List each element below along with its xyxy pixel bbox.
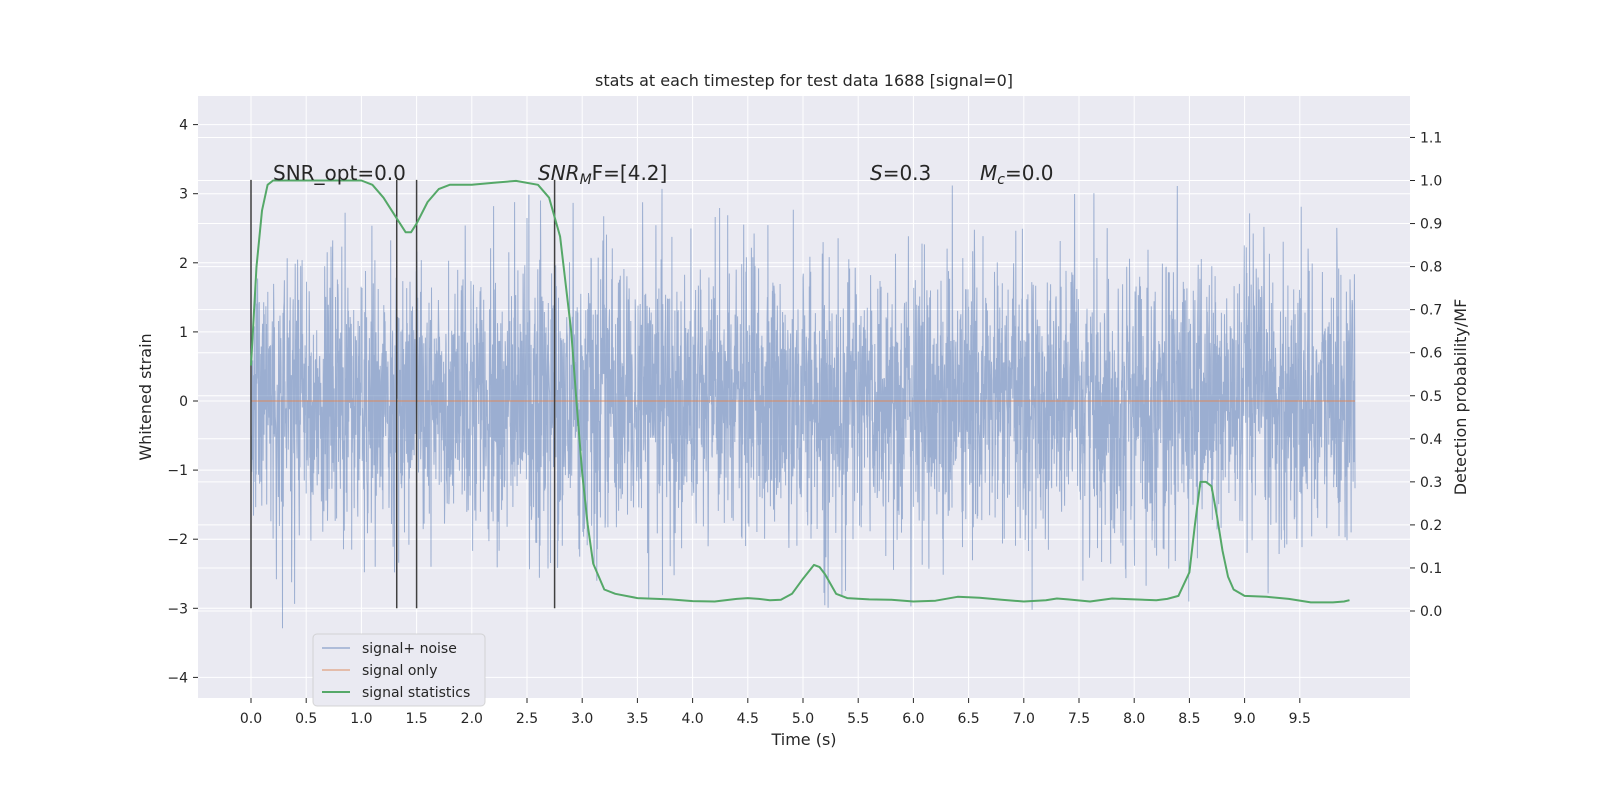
x-tick-label: 1.0	[350, 711, 372, 727]
y-tick-label: −1	[167, 463, 188, 479]
right-tick-label: 0.2	[1420, 518, 1442, 534]
legend-label-statistics: signal statistics	[362, 685, 470, 701]
signal-statistics-line	[250, 179, 1350, 604]
x-tick-label: 0.0	[240, 711, 262, 727]
snr-mf-value: F=[4.2]	[592, 161, 668, 185]
y-tick-label: 1	[179, 325, 188, 341]
x-tick-label: 7.0	[1013, 711, 1035, 727]
legend: signal+ noise signal only signal statist…	[312, 633, 486, 707]
y-tick-label: −2	[167, 532, 188, 548]
snr-mf-symbol: SNR	[538, 161, 580, 185]
x-tick-label: 2.0	[461, 711, 483, 727]
x-tick-label: 6.5	[957, 711, 979, 727]
snr-mf-subscript: M	[580, 172, 592, 188]
x-tick-label: 5.5	[847, 711, 869, 727]
right-tick-label: 1.1	[1420, 130, 1442, 146]
y-tick-label: 2	[179, 256, 188, 272]
annotation-mc: Mc=0.0	[980, 161, 1054, 188]
x-tick-label: 5.0	[792, 711, 814, 727]
right-tick-label: 0.9	[1420, 217, 1442, 233]
x-tick-label: 6.0	[902, 711, 924, 727]
x-tick-label: 3.5	[626, 711, 648, 727]
marker-lines	[250, 179, 556, 609]
right-tick-label: 0.4	[1420, 432, 1442, 448]
x-tick-label: 7.5	[1068, 711, 1090, 727]
annotation-s: S=0.3	[870, 161, 931, 185]
x-tick-label: 9.0	[1233, 711, 1255, 727]
s-symbol: S	[870, 161, 883, 185]
x-tick-label: 4.5	[737, 711, 759, 727]
right-axis-label: Detection probability/MF	[1451, 299, 1470, 496]
signal-statistics-trace	[250, 179, 1350, 604]
signal-noise-trace	[250, 185, 1356, 629]
annotation-snr-mf: SNRMF=[4.2]	[538, 161, 667, 188]
y-tick-label: 4	[179, 118, 188, 134]
right-tick-label: 0.7	[1420, 303, 1442, 319]
x-tick-label: 4.0	[681, 711, 703, 727]
y-tick-label: 0	[179, 394, 188, 410]
mc-value: =0.0	[1005, 161, 1054, 185]
mc-subscript: c	[997, 172, 1005, 188]
x-tick-label: 2.5	[516, 711, 538, 727]
x-tick-label: 9.5	[1289, 711, 1311, 727]
chart-title: stats at each timestep for test data 168…	[595, 71, 1013, 90]
legend-label-noise: signal+ noise	[362, 641, 457, 657]
x-tick-label: 1.5	[405, 711, 427, 727]
legend-label-signal-only: signal only	[362, 663, 437, 679]
y-tick-label: 3	[179, 187, 188, 203]
y-axis-label: Whitened strain	[136, 333, 155, 460]
s-value: =0.3	[883, 161, 932, 185]
x-tick-label: 8.5	[1178, 711, 1200, 727]
right-tick-label: 0.5	[1420, 389, 1442, 405]
x-axis-ticks: 0.0 0.5 1.0 1.5 2.0 2.5 3.0 3.5 4.0 4.5 5.0 5.5 6.0 6…	[240, 698, 1311, 727]
signal-noise-line	[250, 185, 1356, 629]
y-tick-label: −4	[167, 670, 188, 686]
right-tick-label: 0.8	[1420, 260, 1442, 276]
legend-box	[312, 633, 486, 707]
right-tick-label: 0.3	[1420, 475, 1442, 491]
y-axis-ticks: 4 3 2 1 0 −1 −2 −3 −4	[167, 118, 198, 686]
x-tick-label: 0.5	[295, 711, 317, 727]
right-tick-label: 0.0	[1420, 604, 1442, 620]
right-tick-label: 1.0	[1420, 174, 1442, 190]
y-tick-label: −3	[167, 601, 188, 617]
x-axis-label: Time (s)	[770, 730, 836, 749]
right-tick-label: 0.6	[1420, 346, 1442, 362]
annotation-snr-opt: SNR_opt=0.0	[273, 161, 406, 185]
x-tick-label: 3.0	[571, 711, 593, 727]
mc-symbol: M	[980, 161, 997, 185]
right-tick-label: 0.1	[1420, 561, 1442, 577]
right-axis-ticks: 1.1 1.0 0.9 0.8 0.7 0.6 0.5 0.4 0.3 0.2 0.1 0.0	[1410, 130, 1442, 620]
x-tick-label: 8.0	[1123, 711, 1145, 727]
